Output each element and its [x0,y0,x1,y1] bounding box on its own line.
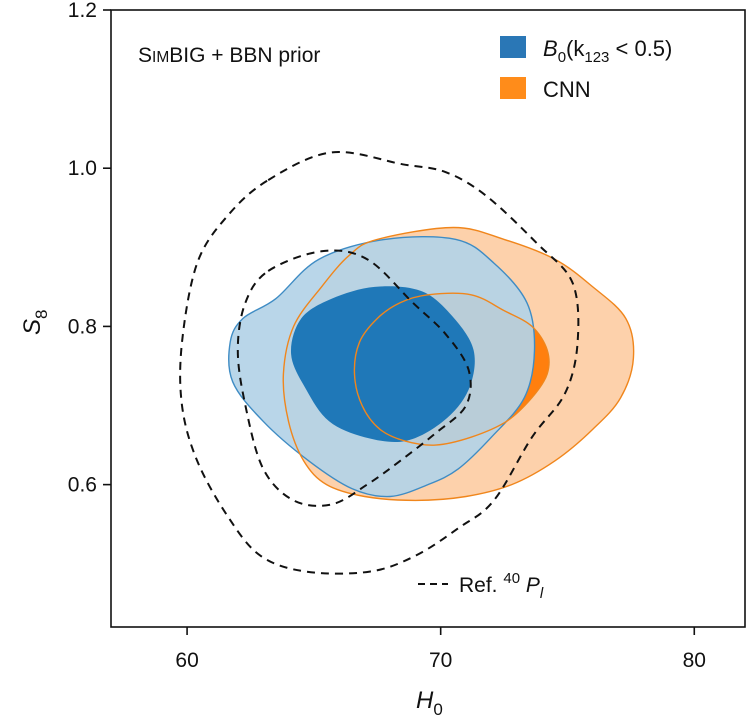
cnn-contour-68-line [353,292,550,446]
x-tick-label: 80 [683,649,706,672]
x-tick-label: 70 [429,649,452,672]
y-tick-label: 0.6 [68,474,97,497]
legend-swatch-cnn [500,77,526,99]
chart-title: SIMBIG + BBN prior [138,44,320,67]
legend-label-ref: Ref. 40 Pl [459,570,544,602]
cnn-contour-95-line [282,226,635,502]
contour-layer [179,150,635,575]
y-axis-label-sub: 8 [32,310,51,319]
x-axis-label-base: H [416,687,434,714]
legend: B0(k123 < 0.5) CNN Ref. 40 Pl [418,36,672,602]
legend-ref-sub: l [540,585,544,602]
y-axis-label: S8 [19,310,51,335]
ref-contour-95-line [179,150,580,575]
legend-ref-P: P [520,574,540,597]
b0-contour-95-line [228,235,536,498]
legend-b0-open: (k [566,36,585,61]
legend-b0-sub123: 123 [584,49,609,66]
legend-label-b0: B0(k123 < 0.5) [543,36,672,66]
x-axis-label: H0 [416,687,443,719]
y-axis-label-base: S [19,319,46,335]
y-tick-label: 1.0 [68,157,97,180]
legend-label-cnn: CNN [543,77,591,102]
legend-b0-rest: < 0.5) [609,36,672,61]
y-tick-label: 0.8 [68,315,97,338]
title-smallcaps-rest: IM [152,49,169,66]
plot-frame [110,9,746,628]
ref-contour-68-line [236,249,472,507]
legend-b0-sub: 0 [558,49,566,66]
legend-b0-base: B [543,36,558,61]
legend-ref-sup: 40 [503,570,520,587]
x-tick-label: 60 [175,649,198,672]
y-tick-label: 1.2 [68,0,97,22]
b0-contour-68-fill [290,286,475,443]
title-rest: BIG + BBN prior [169,44,320,67]
legend-ref-prefix: Ref. [459,574,503,597]
legend-swatch-b0 [500,36,526,58]
title-smallcaps-lead: S [138,44,152,67]
axis-ticks: 60 70 80 0.6 0.8 1.0 1.2 [68,0,706,672]
x-axis-label-sub: 0 [433,700,442,719]
